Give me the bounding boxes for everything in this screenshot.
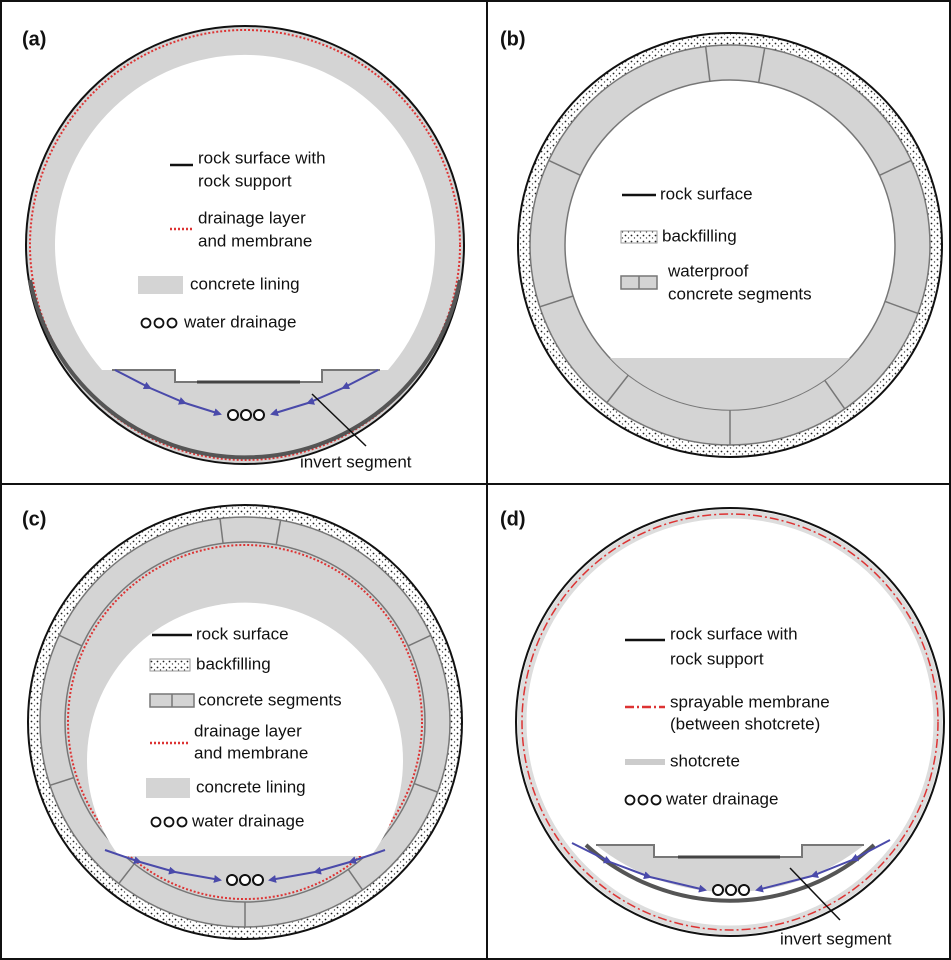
- legend-text: rock support: [670, 649, 764, 668]
- legend-swatch: [146, 778, 190, 798]
- legend-text: concrete lining: [190, 274, 300, 293]
- legend-text: water drainage: [191, 811, 304, 830]
- callout-text: invert segment: [300, 452, 412, 471]
- legend-text: (between shotcrete): [670, 714, 820, 733]
- legend-text: rock surface: [196, 624, 289, 643]
- legend-text: backfilling: [662, 226, 737, 245]
- legend-swatch: [621, 231, 657, 243]
- panel-label: (d): [500, 508, 526, 530]
- panel-label: (a): [22, 28, 46, 50]
- legend-text: concrete segments: [668, 284, 812, 303]
- legend-text: and membrane: [198, 231, 312, 250]
- panel-label: (b): [500, 28, 526, 50]
- drains: [228, 410, 264, 420]
- legend-text: concrete lining: [196, 777, 306, 796]
- legend-text: water drainage: [183, 312, 296, 331]
- legend-text: rock surface with: [670, 624, 798, 643]
- drains: [227, 875, 263, 885]
- legend-swatch: [138, 276, 183, 294]
- legend-text: and membrane: [194, 743, 308, 762]
- legend-text: rock support: [198, 171, 292, 190]
- legend-text: waterproof: [667, 261, 749, 280]
- legend-text: water drainage: [665, 789, 778, 808]
- figure: (a) rock surface with rock support drain…: [0, 0, 951, 960]
- legend-text: shotcrete: [670, 751, 740, 770]
- legend-text: sprayable membrane: [670, 692, 830, 711]
- callout-text: invert segment: [780, 929, 892, 948]
- legend-text: concrete segments: [198, 690, 342, 709]
- legend-swatch: [150, 659, 190, 671]
- legend-text: drainage layer: [198, 208, 306, 227]
- panel-label: (c): [22, 508, 46, 530]
- legend-text: rock surface with: [198, 148, 326, 167]
- legend-text: drainage layer: [194, 721, 302, 740]
- drains: [713, 885, 749, 895]
- legend-text: backfilling: [196, 654, 271, 673]
- legend-text: rock surface: [660, 184, 753, 203]
